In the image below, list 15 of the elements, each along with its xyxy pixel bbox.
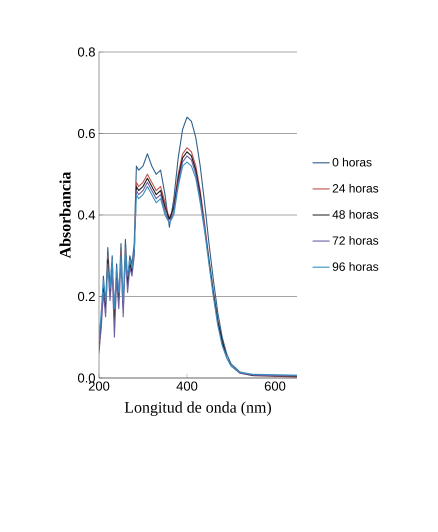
x-tick-label: 400 [176,382,198,391]
legend-label: 0 horas [332,158,372,166]
legend-label: 72 horas [332,236,378,245]
y-tick-label: 0.8 [78,47,95,57]
legend-label: 24 horas [332,184,378,193]
legend-label: 96 horas [332,262,378,271]
legend-label: 48 horas [332,210,378,219]
x-tick-label: 200 [88,382,110,391]
y-tick-label: 0.0 [78,373,95,383]
y-tick-label: 0.6 [78,128,95,138]
y-axis-title: Absorbancia [59,172,71,258]
x-tick-label: 600 [264,382,286,391]
y-tick-label: 0.4 [78,210,96,220]
y-tick-label: 0.2 [78,292,95,302]
x-axis-title: Longitud de onda (nm) [124,402,272,416]
